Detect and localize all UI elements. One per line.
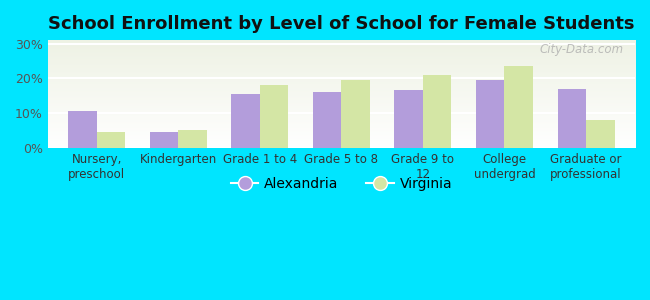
Title: School Enrollment by Level of School for Female Students: School Enrollment by Level of School for… xyxy=(48,15,634,33)
Bar xyxy=(476,80,504,148)
Bar xyxy=(231,94,260,148)
Legend: Alexandria, Virginia: Alexandria, Virginia xyxy=(225,172,458,197)
Bar xyxy=(260,85,289,148)
Bar xyxy=(586,120,615,148)
Bar xyxy=(178,130,207,148)
Bar xyxy=(558,89,586,148)
Bar xyxy=(150,132,178,148)
Bar xyxy=(504,66,533,148)
Bar xyxy=(341,80,370,148)
Bar xyxy=(395,91,423,148)
Text: City-Data.com: City-Data.com xyxy=(539,43,623,56)
Bar xyxy=(97,132,125,148)
Bar xyxy=(313,92,341,148)
Bar xyxy=(423,75,452,148)
Bar xyxy=(68,111,97,148)
